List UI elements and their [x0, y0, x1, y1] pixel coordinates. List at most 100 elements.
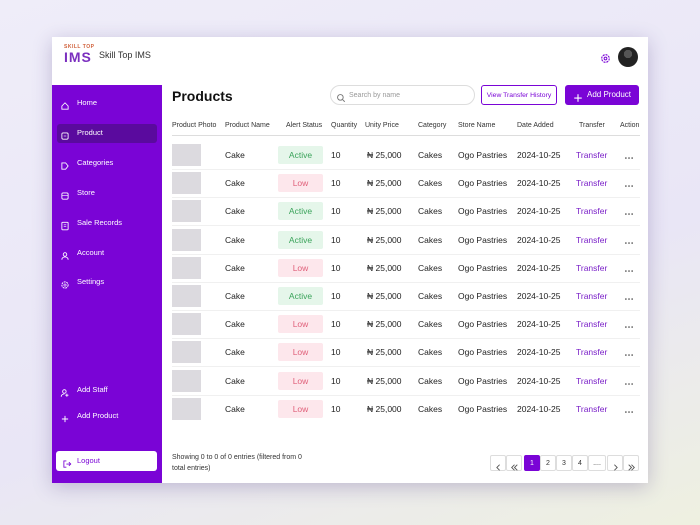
icon-svg — [61, 221, 69, 231]
nav-item[interactable]: Sale Records — [77, 218, 123, 227]
cell: Cakes — [418, 319, 443, 330]
nav-item[interactable]: Add Product — [77, 411, 119, 420]
nav-item[interactable]: Add Staff — [77, 385, 108, 394]
icon-svg — [625, 410, 633, 413]
action-menu[interactable] — [624, 404, 634, 414]
chevron — [627, 459, 636, 471]
cell: 2024-10-25 — [517, 178, 561, 189]
chevron — [510, 459, 519, 471]
column-header: Transfer — [579, 122, 605, 129]
cell: Cake — [225, 206, 245, 217]
status-label: Low — [292, 403, 309, 414]
view-transfer-history-button[interactable]: View Transfer History — [481, 85, 557, 105]
row-divider — [172, 225, 640, 227]
column-header: Category — [418, 122, 447, 129]
page-label: 4 — [578, 460, 582, 467]
nav-item[interactable]: Settings — [77, 277, 105, 286]
cell: Ogo Pastries — [458, 150, 508, 160]
column-header: Product Photo — [172, 122, 217, 129]
product-photo — [172, 341, 201, 364]
first-page[interactable] — [506, 455, 522, 471]
action-menu[interactable] — [624, 291, 634, 301]
logout-label: Logout — [77, 456, 100, 465]
transfer-link[interactable]: Transfer — [576, 178, 608, 189]
transfer-link[interactable]: Transfer — [576, 206, 608, 217]
action-menu[interactable] — [624, 206, 634, 216]
cell: ₦ 25,000 — [367, 403, 402, 414]
transfer-link[interactable]: Transfer — [576, 234, 608, 245]
product-photo — [172, 172, 201, 195]
prev-page[interactable] — [490, 455, 506, 471]
product-photo — [172, 144, 201, 166]
cell: 2024-10-25 — [517, 347, 561, 358]
transfer-link[interactable]: Transfer — [576, 319, 608, 330]
transfer-link[interactable]: Transfer — [576, 347, 608, 358]
cell: Cakes — [418, 234, 443, 245]
status-label: Active — [288, 234, 313, 245]
status-badge: Low — [278, 371, 323, 390]
row-divider — [172, 197, 640, 199]
cell: Cakes — [418, 347, 443, 358]
icon-svg — [61, 281, 69, 289]
transfer-link[interactable]: Transfer — [576, 291, 608, 301]
page-button[interactable]: .... — [588, 455, 606, 471]
column-header: Action — [620, 122, 640, 129]
cell: Cake — [225, 262, 245, 273]
nav-item[interactable]: Account — [77, 248, 105, 257]
search-input[interactable]: Search by name — [330, 85, 475, 105]
page-button[interactable]: 3 — [556, 455, 572, 471]
row-divider — [172, 338, 640, 340]
nav-item[interactable]: Home — [77, 98, 98, 107]
cell: ₦ 25,000 — [367, 319, 402, 330]
cell: 2024-10-25 — [517, 319, 561, 330]
cell: 10 — [331, 178, 341, 189]
action-menu[interactable] — [624, 178, 634, 188]
action-menu[interactable] — [624, 319, 634, 329]
active-item-bg — [57, 124, 157, 143]
action-menu[interactable] — [624, 263, 634, 273]
cell: 2024-10-25 — [517, 150, 561, 160]
transfer-link[interactable]: Transfer — [576, 403, 608, 414]
icon-svg — [574, 94, 582, 102]
action-menu[interactable] — [624, 376, 634, 386]
cell: 10 — [331, 319, 341, 330]
transfer-link[interactable]: Transfer — [576, 150, 608, 160]
nav-icon — [60, 385, 70, 397]
icon-svg — [625, 241, 633, 244]
nav-icon — [60, 277, 70, 289]
sidebar: Home Product Categories Store Sale Records Ac… — [52, 85, 162, 483]
nav-item[interactable]: Product — [77, 128, 103, 137]
row-divider — [172, 366, 640, 368]
nav-icon — [60, 411, 70, 423]
icon-svg — [60, 389, 69, 397]
action-menu[interactable] — [624, 150, 634, 160]
page-button[interactable]: 1 — [524, 455, 540, 471]
avatar[interactable] — [618, 47, 638, 67]
logo-small: SKILL TOP — [64, 44, 95, 50]
transfer-link[interactable]: Transfer — [576, 375, 608, 386]
logout-button[interactable]: Logout — [56, 451, 157, 471]
page-button[interactable]: 4 — [572, 455, 588, 471]
cell: 2024-10-25 — [517, 291, 561, 301]
cell: 10 — [331, 206, 341, 217]
cell: ₦ 25,000 — [367, 375, 402, 386]
nav-icon — [60, 128, 70, 140]
settings-icon[interactable] — [600, 51, 611, 63]
page-button[interactable]: 2 — [540, 455, 556, 471]
icon-svg — [625, 213, 633, 216]
cell: ₦ 25,000 — [367, 150, 402, 160]
transfer-link[interactable]: Transfer — [576, 262, 608, 273]
cell: Cakes — [418, 178, 443, 189]
nav-item[interactable]: Store — [77, 188, 95, 197]
last-page[interactable] — [623, 455, 639, 471]
status-label: Active — [288, 206, 313, 217]
icon-svg — [625, 298, 633, 300]
row-divider — [172, 281, 640, 283]
next-page[interactable] — [607, 455, 623, 471]
icon-svg — [61, 192, 69, 200]
action-menu[interactable] — [624, 235, 634, 245]
action-menu[interactable] — [624, 347, 634, 357]
icon-svg — [61, 252, 69, 260]
nav-item[interactable]: Categories — [77, 158, 114, 167]
add-product-button[interactable]: Add Product — [565, 85, 639, 105]
